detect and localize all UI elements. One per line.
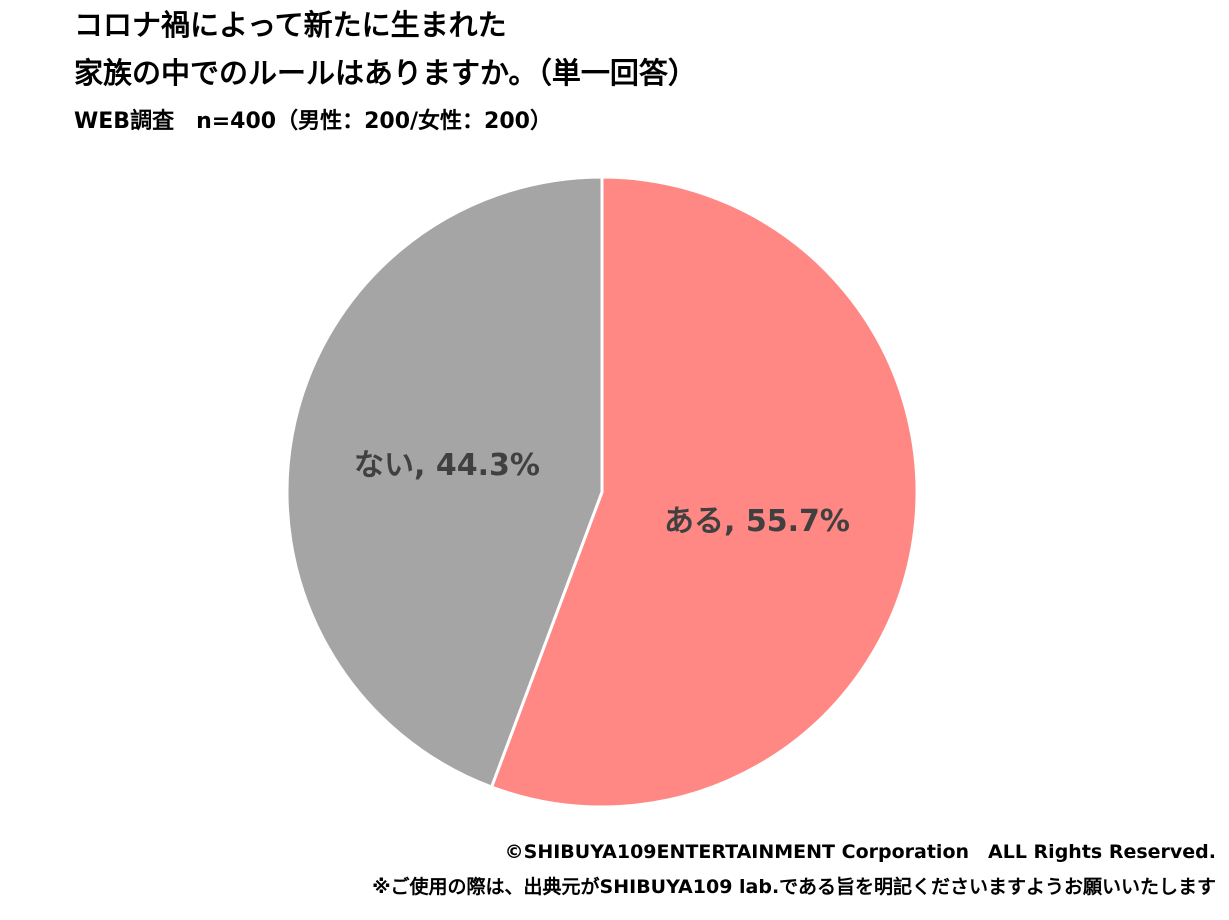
pie: ある, 55.7% ない, 44.3% [285, 175, 919, 809]
data-label: ある, 55.7% [664, 504, 850, 539]
data-label: ない, 44.3% [354, 448, 540, 483]
footer: ©SHIBUYA109ENTERTAINMENT Corporation ALL… [505, 841, 1216, 863]
pie-slice [489, 175, 919, 809]
pie-slice [285, 175, 604, 789]
footer: ※ご使用の際は、出典元がSHIBUYA109 lab.である旨を明記くださいます… [372, 875, 1216, 898]
chart-title: 家族の中でのルールはありますか。（単一回答） [74, 56, 697, 90]
chart-title: コロナ禍によって新たに生まれた [74, 8, 507, 42]
chart-subtitle: WEB調査 n=400（男性：200/女性：200） [74, 108, 552, 134]
